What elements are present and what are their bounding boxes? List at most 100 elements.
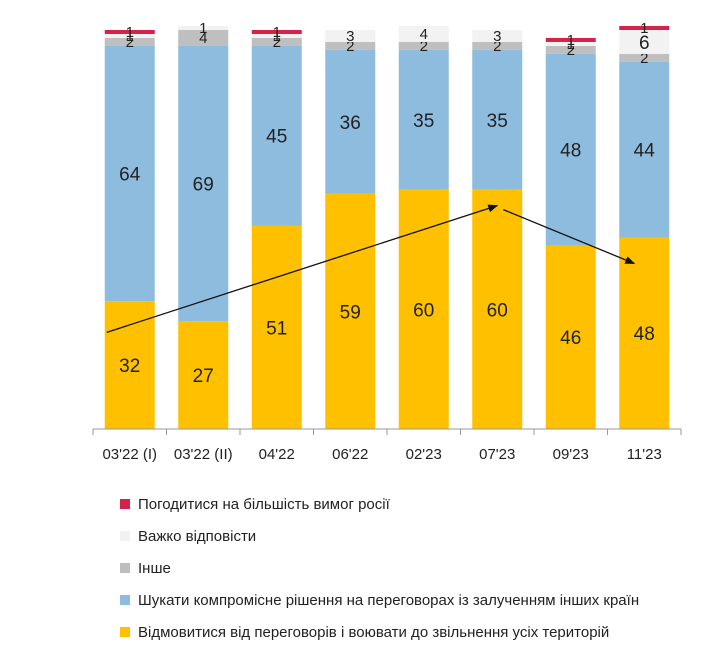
bar-segment-s0-3 (325, 193, 376, 429)
bar-segment-s3-2 (251, 33, 302, 38)
x-tick-label-0: 03'22 (I) (102, 446, 157, 463)
bar-segment-s1-2 (251, 45, 302, 226)
legend-label-0: Відмовитися від переговорів і воювати до… (138, 623, 610, 641)
data-label-s1-7: 44 (634, 141, 656, 162)
data-label-s2-7: 2 (640, 50, 648, 67)
data-label-s1-4: 35 (413, 111, 434, 132)
legend-label-4: Погодитися на більшість вимог росії (138, 495, 390, 513)
stacked-bar-chart: 3264211276941514521159362360352460352346… (92, 20, 682, 463)
bar-segment-s1-6 (545, 53, 596, 246)
bar-segment-s2-2 (251, 37, 302, 46)
bar-segment-s4-0 (104, 30, 155, 34)
bar-segment-s2-3 (325, 41, 376, 50)
legend-item-4: Погодитися на більшість вимог росії (120, 488, 639, 520)
x-tick-label-3: 06'22 (332, 446, 368, 463)
data-label-s2-5: 2 (493, 38, 501, 55)
bar-stack-2: 51 45 211 (251, 24, 302, 429)
data-label-s2-3: 2 (346, 38, 354, 55)
data-label-s1-2: 45 (266, 127, 287, 148)
bar-segment-s4-7 (619, 26, 670, 30)
bar-segment-s2-7 (619, 53, 670, 62)
data-label-s2-1: 4 (199, 30, 207, 47)
bar-segment-s3-6 (545, 41, 596, 46)
bar-segment-s0-2 (251, 225, 302, 429)
legend-swatch-2 (120, 563, 130, 573)
x-tick-label-1: 03'22 (II) (174, 446, 233, 463)
data-label-s1-6: 48 (560, 141, 581, 162)
bar-segment-s0-5 (472, 189, 523, 429)
data-label-s3-0: 1 (126, 28, 134, 45)
bar-segment-s3-7 (619, 30, 670, 54)
data-label-s0-6: 46 (560, 328, 581, 349)
legend-label-1: Шукати компромісне рішення на переговора… (138, 591, 640, 609)
data-label-s3-2: 1 (273, 28, 281, 45)
legend-label-2: Інше (138, 559, 171, 577)
bar-segment-s2-4 (398, 41, 449, 50)
data-label-s4-6: 1 (567, 32, 575, 49)
data-label-s3-7: 6 (639, 33, 650, 54)
x-tick-label-6: 09'23 (553, 446, 589, 463)
bar-segment-s4-6 (545, 37, 596, 42)
bar-segment-s1-5 (472, 49, 523, 190)
bar-segment-s1-4 (398, 49, 449, 190)
bar-stack-5: 60 35 23 (472, 28, 523, 429)
data-label-s3-4: 4 (420, 26, 428, 43)
data-label-s4-7: 1 (640, 20, 648, 37)
bar-segment-s1-1 (178, 45, 229, 322)
bar-stack-4: 60 35 24 (398, 26, 449, 429)
data-label-s2-6: 2 (567, 42, 575, 59)
bar-segment-s3-4 (398, 26, 449, 42)
x-tick-label-5: 07'23 (479, 446, 515, 463)
chart-legend: Погодитися на більшість вимог росії Важко… (120, 488, 639, 648)
data-label-s0-1: 27 (193, 366, 214, 387)
x-tick-label-7: 11'23 (627, 446, 662, 463)
bar-segment-s2-5 (472, 41, 523, 50)
legend-item-3: Важко відповісти (120, 520, 639, 552)
data-label-s3-5: 3 (493, 28, 501, 45)
legend-swatch-1 (120, 595, 130, 605)
bar-stack-6: 46 48 211 (545, 32, 596, 429)
legend-swatch-0 (120, 627, 130, 637)
bar-stack-7: 48 44 261 (619, 20, 670, 429)
trend-arrow-0 (106, 204, 499, 333)
x-tick-label-2: 04'22 (259, 446, 295, 463)
data-label-s4-2: 1 (273, 24, 281, 41)
bar-segment-s2-1 (178, 30, 229, 46)
data-label-s0-2: 51 (266, 318, 287, 339)
data-label-s1-1: 69 (193, 175, 214, 196)
legend-item-2: Інше (120, 552, 639, 584)
bar-segment-s3-1 (178, 26, 229, 30)
data-label-s3-1: 1 (199, 20, 207, 37)
data-label-s0-5: 60 (487, 300, 508, 321)
data-label-s0-0: 32 (119, 356, 140, 377)
data-label-s4-0: 1 (126, 24, 134, 41)
legend-item-1: Шукати компромісне рішення на переговора… (120, 584, 639, 616)
bar-segment-s0-7 (619, 237, 670, 429)
data-label-s1-3: 36 (340, 113, 361, 134)
bar-segment-s3-0 (104, 33, 155, 38)
bar-segment-s3-3 (325, 30, 376, 42)
bar-stack-0: 32 64 211 (104, 24, 155, 429)
legend-swatch-3 (120, 531, 130, 541)
data-label-s1-5: 35 (487, 111, 508, 132)
bar-segment-s0-0 (104, 301, 155, 429)
legend-item-0: Відмовитися від переговорів і воювати до… (120, 616, 639, 648)
bar-segment-s2-0 (104, 37, 155, 46)
data-label-s2-4: 2 (420, 38, 428, 55)
data-label-s2-2: 2 (273, 34, 281, 51)
data-label-s0-4: 60 (413, 300, 434, 321)
data-label-s0-3: 59 (340, 302, 361, 323)
bar-segment-s0-1 (178, 321, 229, 429)
bar-segment-s0-6 (545, 245, 596, 429)
bar-segment-s1-7 (619, 61, 670, 238)
bar-segment-s4-2 (251, 30, 302, 34)
data-label-s0-7: 48 (634, 324, 655, 345)
legend-label-3: Важко відповісти (138, 527, 257, 545)
data-label-s3-3: 3 (346, 28, 354, 45)
trend-arrow-1 (503, 208, 636, 265)
bar-segment-s1-0 (104, 45, 155, 302)
bar-segment-s1-3 (325, 49, 376, 194)
x-tick-label-4: 02'23 (406, 446, 442, 463)
legend-swatch-4 (120, 499, 130, 509)
bar-stack-3: 59 36 23 (325, 28, 376, 429)
